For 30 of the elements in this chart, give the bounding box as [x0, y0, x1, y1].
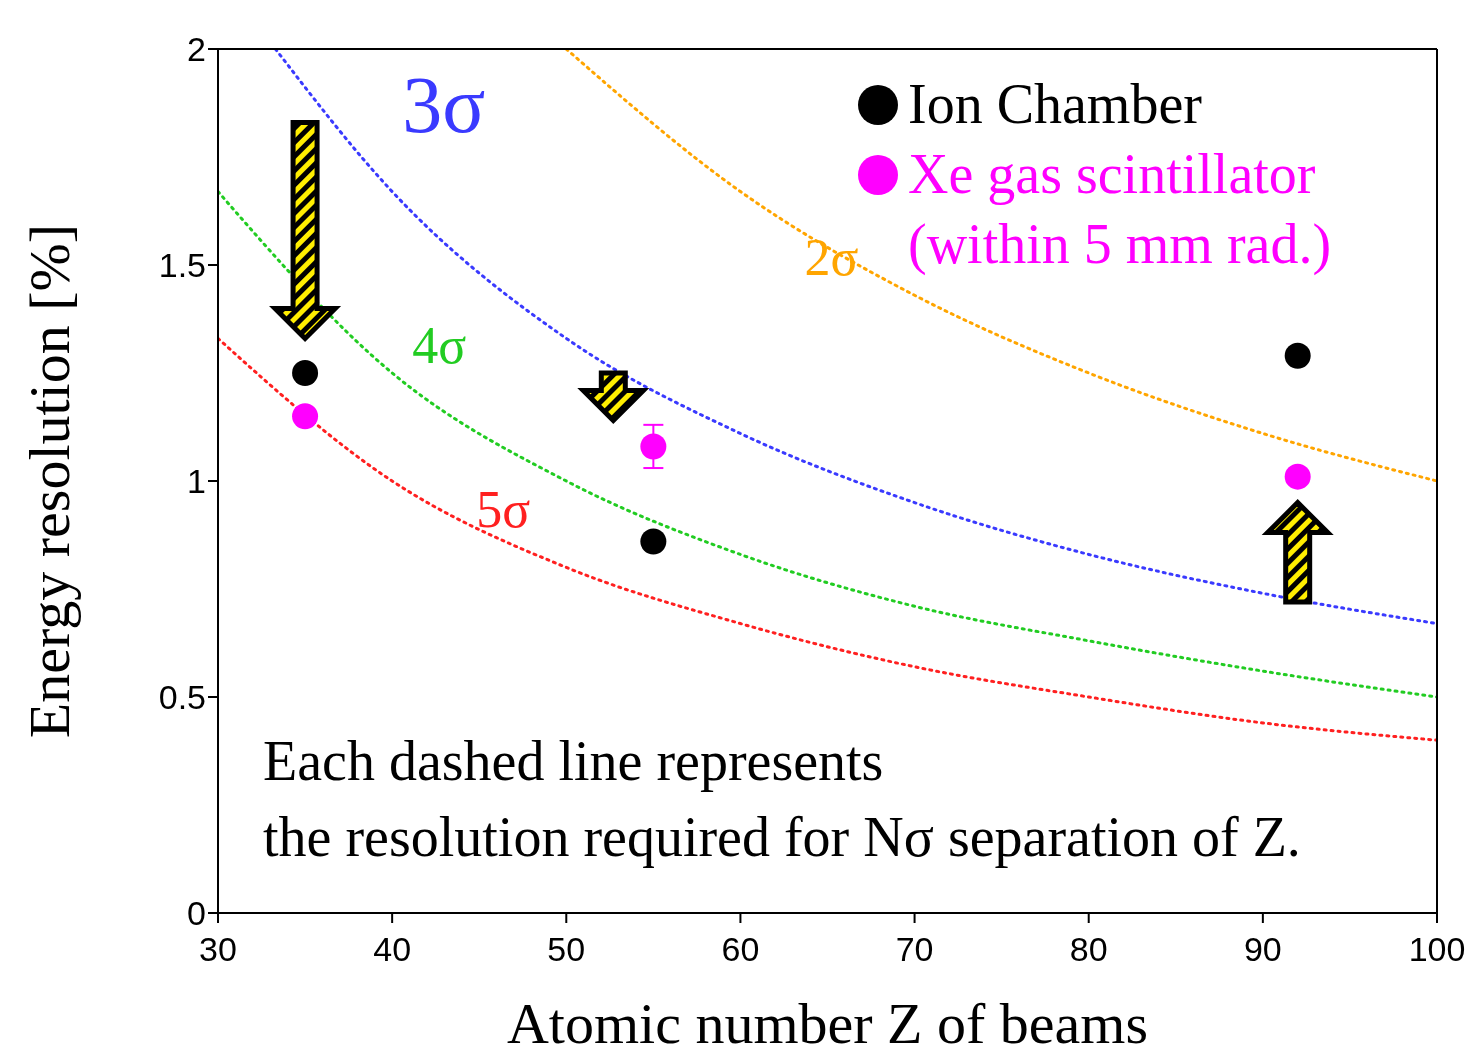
x-tick-label: 60 [721, 930, 760, 969]
series-label: 5σ [476, 481, 531, 539]
line-series [564, 49, 1437, 483]
y-tick-label: 2 [187, 30, 206, 69]
y-tick-label: 0.5 [158, 678, 206, 717]
legend-label: Xe gas scintillator (within 5 mm rad.) [908, 142, 1333, 277]
series-label: 4σ [412, 317, 467, 374]
point [640, 528, 667, 555]
x-tick-label: 80 [1069, 930, 1108, 969]
x-tick-label: 40 [373, 930, 412, 969]
x-tick-label: 50 [547, 930, 586, 969]
x-tick-label: 90 [1243, 930, 1282, 969]
point [292, 360, 319, 386]
x-tick-label: 30 [199, 930, 237, 969]
point [640, 433, 667, 460]
legend-label: Ion Chamber [908, 72, 1202, 137]
y-axis-title: Energy resolution [%] [16, 223, 82, 739]
annotation: the resolution required for Nσ separation of Z. [263, 805, 1301, 870]
x-axis-title: Atomic number Z of beams [506, 991, 1149, 1056]
point [292, 403, 319, 430]
x-tick-label: 70 [895, 930, 934, 969]
x-tick-label: 100 [1408, 930, 1466, 969]
point [1284, 463, 1311, 490]
series-label: 3σ [402, 60, 486, 149]
point [1284, 342, 1311, 369]
y-tick-label: 1.5 [158, 246, 206, 285]
annotation: Each dashed line represents [263, 729, 885, 794]
y-tick-label: 1 [187, 462, 206, 501]
line-series [273, 49, 1437, 626]
y-tick-label: 0 [187, 894, 206, 933]
